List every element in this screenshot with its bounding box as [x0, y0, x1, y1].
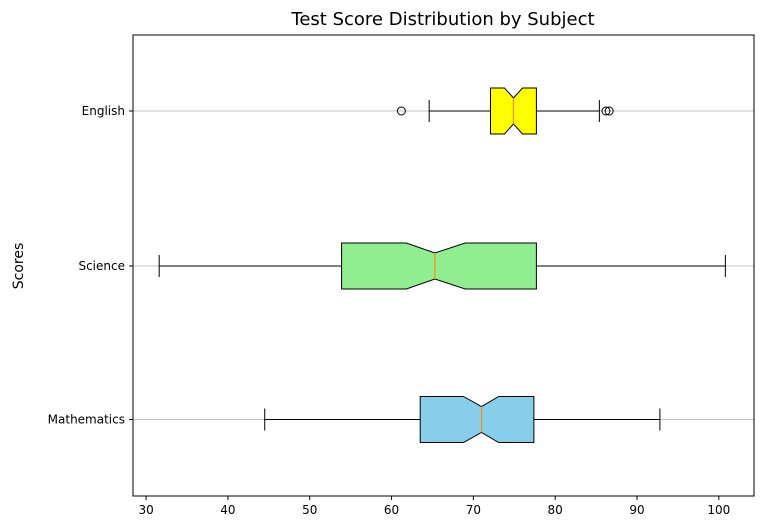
outlier-english-0	[396, 106, 406, 116]
box-layer	[158, 87, 726, 443]
outlier-english-1	[601, 106, 611, 116]
chart-title: Test Score Distribution by Subject	[290, 9, 594, 30]
x-tick-label-100: 100	[707, 503, 730, 517]
x-tick-label-30: 30	[138, 503, 153, 517]
y-axis-label: Scores	[11, 243, 27, 290]
y-tick-label-mathematics: Mathematics	[48, 413, 125, 427]
box-science	[158, 242, 726, 290]
x-tick-label-80: 80	[548, 503, 563, 517]
x-tick-label-90: 90	[629, 503, 644, 517]
x-tick-label-50: 50	[302, 503, 317, 517]
tick-layer: 30 40 50 60 70 80 90 100 Mathematics Science Engli…	[48, 104, 731, 517]
outlier-english-2	[604, 106, 614, 116]
box-body-mathematics	[419, 396, 535, 443]
x-tick-label-60: 60	[384, 503, 399, 517]
box-english	[396, 87, 614, 135]
x-tick-label-40: 40	[220, 503, 235, 517]
y-tick-label-science: Science	[78, 259, 125, 273]
box-body-science	[341, 242, 537, 290]
x-tick-label-70: 70	[466, 503, 481, 517]
box-mathematics	[264, 396, 661, 443]
y-tick-label-english: English	[82, 104, 125, 118]
